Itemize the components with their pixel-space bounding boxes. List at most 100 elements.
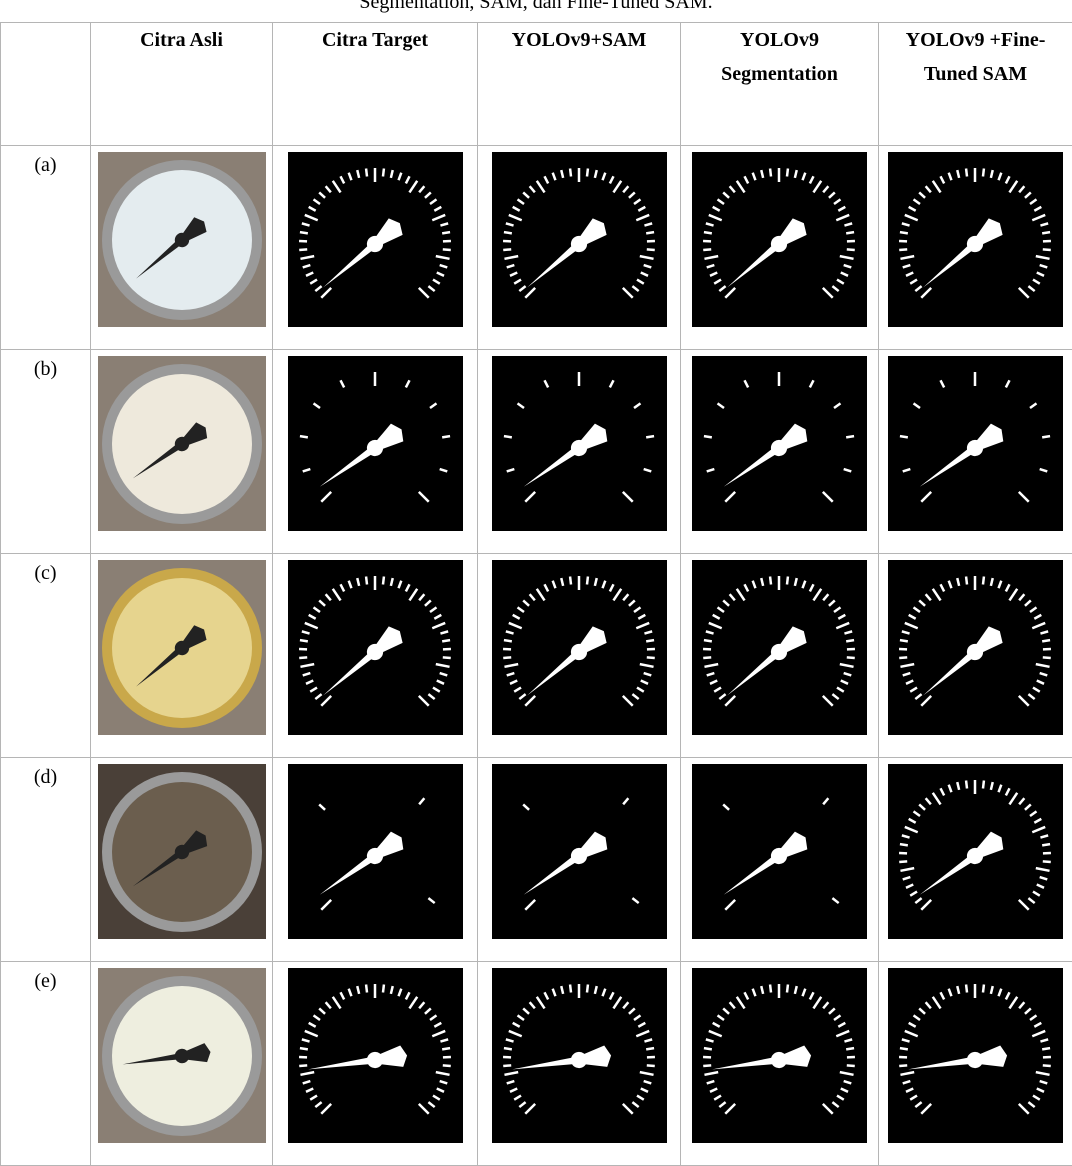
image-cell (879, 758, 1072, 962)
tick (846, 640, 854, 641)
tick (899, 1065, 907, 1066)
segmentation-mask (888, 968, 1063, 1143)
tick (770, 169, 771, 177)
segmentation-mask (888, 560, 1063, 735)
segmentation-mask (692, 560, 867, 735)
segmentation-mask (692, 152, 867, 327)
header-cell: YOLOv9 Segmentation (681, 23, 879, 146)
tick (1043, 1065, 1051, 1066)
tick (899, 249, 907, 250)
segmentation-mask (692, 968, 867, 1143)
tick (703, 1065, 711, 1066)
image-cell (478, 758, 681, 962)
tick (586, 169, 587, 177)
tick (299, 1065, 307, 1066)
tick (366, 985, 367, 993)
tick (570, 577, 571, 585)
tick (847, 657, 855, 658)
segmentation-mask (492, 560, 667, 735)
tick (442, 436, 450, 437)
caption: Segmentation, SAM, dan Fine-Tuned SAM. (0, 0, 1072, 14)
tick (646, 436, 654, 437)
tick (366, 577, 367, 585)
table-row: (b) (1, 350, 1072, 554)
tick (983, 985, 984, 993)
row-label: (a) (1, 146, 91, 350)
tick (646, 1048, 654, 1049)
tick (966, 169, 967, 177)
row-label: (c) (1, 554, 91, 758)
tick (846, 1048, 854, 1049)
tick (703, 657, 711, 658)
header-cell: YOLOv9 +Fine-Tuned SAM (879, 23, 1072, 146)
segmentation-mask (288, 968, 463, 1143)
header-cell (1, 23, 91, 146)
segmentation-mask (692, 356, 867, 531)
tick (1043, 657, 1051, 658)
segmentation-mask (888, 356, 1063, 531)
tick (646, 232, 654, 233)
tick (1043, 861, 1051, 862)
image-cell (273, 758, 478, 962)
table-row: (c) (1, 554, 1072, 758)
tick (1042, 436, 1050, 437)
tick (586, 985, 587, 993)
tick (846, 436, 854, 437)
segmentation-mask (888, 152, 1063, 327)
tick (646, 249, 654, 250)
gauge-photo (98, 560, 266, 735)
tick (299, 436, 307, 437)
tick (299, 657, 307, 658)
gauge-photo (98, 764, 266, 939)
tick (704, 232, 712, 233)
tick (847, 1065, 855, 1066)
tick (570, 985, 571, 993)
header-cell: Citra Target (273, 23, 478, 146)
tick (366, 169, 367, 177)
tick (983, 577, 984, 585)
tick (704, 640, 712, 641)
image-cell (273, 962, 478, 1166)
tick (900, 1048, 908, 1049)
tick (570, 169, 571, 177)
segmentation-mask (492, 356, 667, 531)
segmentation-mask (492, 764, 667, 939)
tick (442, 1065, 450, 1066)
image-cell (681, 554, 879, 758)
tick (770, 577, 771, 585)
image-cell (91, 962, 273, 1166)
tick (503, 249, 511, 250)
tick (787, 985, 788, 993)
header-cell: YOLOv9+SAM (478, 23, 681, 146)
image-cell (478, 350, 681, 554)
tick (703, 249, 711, 250)
image-cell (681, 758, 879, 962)
tick (704, 436, 712, 437)
tick (983, 781, 984, 789)
segmentation-mask (288, 764, 463, 939)
tick (299, 640, 307, 641)
image-cell (879, 350, 1072, 554)
table-body: (a)(b)(c)(d)(e) (1, 146, 1072, 1166)
image-cell (91, 554, 273, 758)
gauge-photo (98, 968, 266, 1143)
row-label: (d) (1, 758, 91, 962)
tick (704, 1048, 712, 1049)
tick (787, 577, 788, 585)
segmentation-mask (888, 764, 1063, 939)
tick (442, 232, 450, 233)
tick (503, 436, 511, 437)
tick (1043, 249, 1051, 250)
image-cell (273, 350, 478, 554)
tick (299, 1048, 307, 1049)
tick (442, 657, 450, 658)
row-label: (b) (1, 350, 91, 554)
tick (382, 169, 383, 177)
image-cell (91, 758, 273, 962)
tick (900, 436, 908, 437)
image-cell (681, 146, 879, 350)
tick (900, 640, 908, 641)
table-row: (a) (1, 146, 1072, 350)
tick (503, 232, 511, 233)
